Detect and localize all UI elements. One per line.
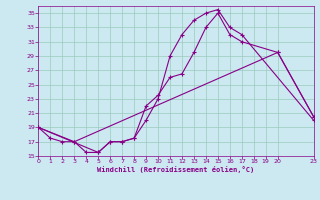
X-axis label: Windchill (Refroidissement éolien,°C): Windchill (Refroidissement éolien,°C) xyxy=(97,166,255,173)
